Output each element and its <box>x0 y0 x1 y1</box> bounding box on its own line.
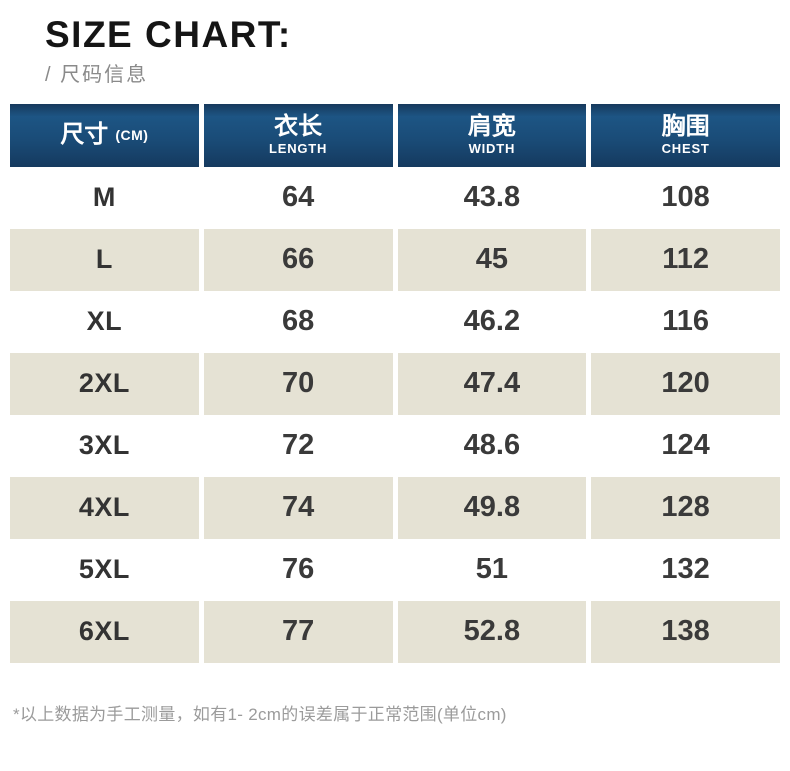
header-size-zh-label: 尺寸 <box>60 120 109 148</box>
header-width-en-label: WIDTH <box>468 140 516 156</box>
measurement-footnote: *以上数据为手工测量，如有1- 2cm的误差属于正常范围(单位cm) <box>13 704 507 724</box>
width-value-cell: 45 <box>397 228 587 291</box>
chest-value-cell: 138 <box>591 600 780 663</box>
chest-value-cell: 128 <box>591 476 780 539</box>
length-value-cell: 72 <box>203 414 393 477</box>
header-chest-en-label: CHEST <box>661 140 710 156</box>
size-label-cell: 5XL <box>10 538 199 601</box>
chest-value-cell: 116 <box>591 290 780 353</box>
header-cell-width: 肩宽 WIDTH <box>397 103 587 167</box>
header-length-en-label: LENGTH <box>269 140 328 156</box>
header-length-zh-label: 衣长 <box>274 112 323 140</box>
chest-value-cell: 132 <box>591 538 780 601</box>
width-value-cell: 46.2 <box>397 290 587 353</box>
header-size-unit-label: (CM) <box>115 127 149 144</box>
page-subtitle: / 尺码信息 <box>45 63 149 86</box>
size-label-cell: M <box>10 166 199 229</box>
length-value-cell: 76 <box>203 538 393 601</box>
width-value-cell: 51 <box>397 538 587 601</box>
header-width-zh-label: 肩宽 <box>467 112 516 140</box>
chest-value-cell: 112 <box>591 228 780 291</box>
header-cell-size: 尺寸 (CM) <box>10 103 199 167</box>
chest-value-cell: 124 <box>591 414 780 477</box>
size-chart-table: 尺寸 (CM) 衣长 LENGTH 肩宽 WIDTH 胸围 CHEST M 64 4… <box>10 103 780 663</box>
size-label-cell: 6XL <box>10 600 199 663</box>
width-value-cell: 48.6 <box>397 414 587 477</box>
width-value-cell: 43.8 <box>397 166 587 229</box>
header-chest-zh-label: 胸围 <box>661 112 710 140</box>
chest-value-cell: 108 <box>591 166 780 229</box>
length-value-cell: 68 <box>203 290 393 353</box>
size-label-cell: 4XL <box>10 476 199 539</box>
size-label-cell: 3XL <box>10 414 199 477</box>
chest-value-cell: 120 <box>591 352 780 415</box>
length-value-cell: 74 <box>203 476 393 539</box>
header-cell-length: 衣长 LENGTH <box>203 103 393 167</box>
size-label-cell: L <box>10 228 199 291</box>
size-label-cell: XL <box>10 290 199 353</box>
length-value-cell: 70 <box>203 352 393 415</box>
header-cell-chest: 胸围 CHEST <box>591 103 780 167</box>
width-value-cell: 52.8 <box>397 600 587 663</box>
length-value-cell: 77 <box>203 600 393 663</box>
width-value-cell: 49.8 <box>397 476 587 539</box>
width-value-cell: 47.4 <box>397 352 587 415</box>
length-value-cell: 66 <box>203 228 393 291</box>
page-title: SIZE CHART: <box>45 14 292 55</box>
size-chart-page: SIZE CHART: / 尺码信息 尺寸 (CM) 衣长 LENGTH 肩宽 … <box>0 14 790 725</box>
size-label-cell: 2XL <box>10 352 199 415</box>
length-value-cell: 64 <box>203 166 393 229</box>
